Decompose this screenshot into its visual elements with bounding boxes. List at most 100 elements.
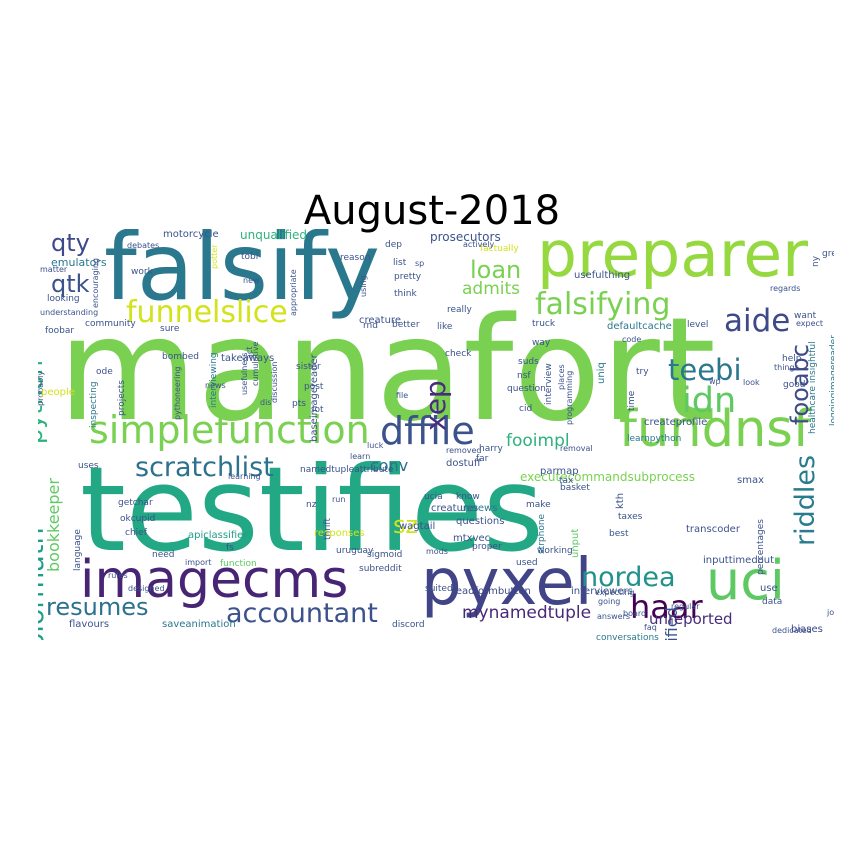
cloud-word: testifies (80, 441, 544, 578)
cloud-word: function (220, 559, 257, 569)
cloud-word: riddles (790, 454, 821, 546)
cloud-word: namedtupleattribute (300, 465, 394, 475)
cloud-word: unqualified (240, 229, 308, 242)
cloud-word: suited (425, 584, 453, 594)
cloud-word: interview (544, 363, 554, 405)
cloud-word: projects (117, 380, 127, 416)
cloud-word: taxes (618, 512, 643, 522)
cloud-word: truck (532, 319, 556, 329)
cloud-word: pretty (394, 272, 422, 282)
cloud-word: emulators (51, 256, 107, 269)
cloud-word: basket (560, 483, 590, 493)
cloud-word: programming (565, 370, 574, 425)
cloud-word: question (507, 384, 546, 394)
cloud-word: resumes (46, 593, 149, 621)
cloud-word: saveanimation (162, 619, 236, 630)
cloud-word: using (359, 275, 368, 297)
cloud-word: better (392, 320, 420, 330)
cloud-word: transcoder (686, 524, 740, 535)
cloud-word: ny (811, 255, 821, 267)
cloud-word: createprofile (644, 417, 708, 428)
cloud-word: mods (426, 547, 448, 556)
cloud-word: wagtail (399, 521, 436, 532)
cloud-word: time (627, 390, 637, 411)
cloud-word: kth (615, 492, 626, 509)
cloud-word: pythoneering (173, 366, 182, 421)
cloud-word: pyxel (421, 546, 593, 620)
cloud-word: creatures (431, 503, 479, 514)
cloud-word: apiclassifier (188, 530, 248, 541)
cloud-word: reason (340, 253, 371, 263)
cloud-word: uruguay (336, 546, 374, 556)
cloud-word: import (185, 558, 212, 567)
cloud-word: look (743, 378, 760, 387)
cloud-word: file (396, 391, 409, 400)
cloud-word: conv (370, 456, 409, 475)
cloud-word: biases (791, 624, 823, 635)
cloud-word: healthcare insightful (808, 341, 818, 434)
cloud-word: know (456, 492, 480, 502)
cloud-word: motorcycle (163, 229, 219, 240)
cloud-word: community (85, 319, 136, 329)
cloud-word: like (437, 322, 453, 332)
cloud-word: understanding (40, 308, 99, 317)
cloud-word: learnpython (627, 434, 682, 444)
cloud-word: really (447, 305, 472, 315)
cloud-word: thrift (323, 518, 333, 540)
cloud-word: foobar (45, 326, 75, 336)
cloud-word: new (243, 276, 260, 285)
cloud-word: work (131, 267, 153, 277)
cloud-word: check (445, 349, 472, 359)
cloud-word: tobi (241, 252, 259, 262)
cloud-word: use (760, 583, 778, 594)
cloud-word: smax (737, 475, 764, 486)
cloud-word: simplefunction (89, 408, 370, 452)
cloud-word: questions (456, 516, 505, 527)
cloud-word: nsf (517, 371, 531, 381)
cloud-word: factually (480, 244, 519, 254)
cloud-word: idn (682, 381, 737, 421)
cloud-word: regular (671, 602, 700, 611)
cloud-word: funnelslice (126, 295, 288, 330)
cloud-word: qty (51, 229, 90, 257)
cloud-word: best (609, 529, 629, 539)
cloud-word: nordea (581, 562, 676, 593)
cloud-word: going (598, 597, 621, 606)
word-cloud: manafort testifies falsify preparer imag… (38, 229, 834, 640)
cloud-word: fooimpl (506, 431, 570, 451)
cloud-word: chief (125, 528, 147, 538)
cloud-word: dffile (380, 409, 475, 453)
cloud-word: qtk (51, 270, 90, 298)
cloud-word: post (304, 382, 324, 392)
cloud-word: expect (796, 319, 824, 328)
cloud-word: dostuff (446, 458, 481, 469)
cloud-word: far (476, 454, 489, 464)
cloud-word: suds (518, 357, 539, 367)
cloud-word: rules (108, 571, 128, 580)
cloud-word: okcupid (120, 514, 156, 524)
cloud-word: proper (472, 542, 502, 552)
cloud-word: discord (392, 620, 425, 630)
cloud-word: sure (160, 324, 180, 334)
cloud-word: loggingimagereader (829, 335, 834, 426)
cloud-word: working (537, 546, 573, 556)
cloud-word: inspecting (89, 381, 99, 428)
cloud-word: falsify (104, 229, 381, 321)
cloud-word: wp (709, 377, 721, 386)
cloud-word: interviewers (571, 586, 633, 597)
cloud-word: level (687, 320, 709, 330)
cloud-word: dedicated (772, 626, 812, 635)
cloud-word: sz (393, 511, 419, 539)
cloud-word: lot (312, 405, 324, 415)
cloud-word: defaultcache (607, 321, 672, 332)
cloud-word: think (394, 289, 417, 299)
cloud-word: haar (630, 588, 703, 626)
cloud-word: mtxvec (453, 533, 491, 544)
cloud-word: designed (128, 584, 165, 593)
cloud-word: list (393, 258, 407, 268)
cloud-word: board (623, 609, 647, 618)
cloud-word: usefulthing (574, 270, 631, 281)
cloud-word: learn (350, 452, 371, 461)
cloud-word: things (774, 363, 799, 372)
cloud-word: falsifying (535, 287, 671, 322)
